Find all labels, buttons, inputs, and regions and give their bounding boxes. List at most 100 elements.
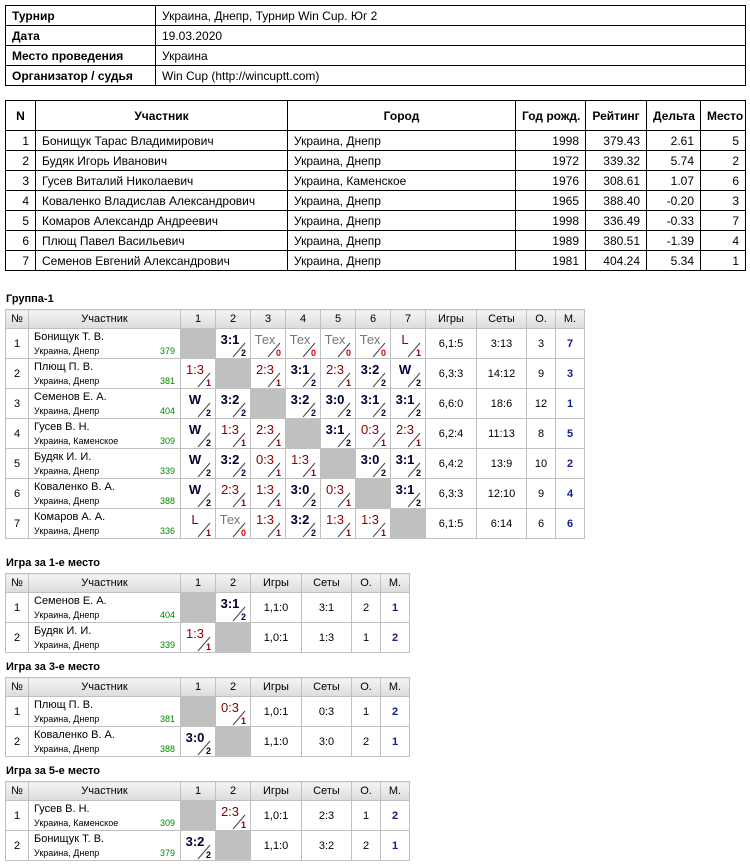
match-cell: 3:0 2 bbox=[320, 388, 356, 419]
match-cell: 3:1 2 bbox=[285, 358, 321, 389]
slash bbox=[232, 342, 246, 358]
match-points: 2 bbox=[240, 348, 246, 358]
player-cell: Гусев В. Н. Украина, Каменское 309 bbox=[28, 800, 181, 831]
slash-line bbox=[232, 522, 246, 538]
match-points: 2 bbox=[205, 408, 211, 418]
info-label: Дата bbox=[5, 25, 156, 46]
match-points: 1 bbox=[275, 498, 281, 508]
match: 3:1 2 bbox=[391, 449, 425, 478]
column-header: М. bbox=[380, 781, 410, 801]
match-cell: Тех 0 bbox=[320, 328, 356, 359]
match-points: 0 bbox=[240, 528, 246, 538]
match-cell: 0:3 1 bbox=[250, 448, 286, 479]
column-header: Город bbox=[287, 100, 516, 131]
participant-cell: Бонищук Тарас Владимирович bbox=[35, 130, 288, 151]
info-row: Организатор / судья Win Cup (http://wincu… bbox=[5, 65, 746, 86]
match-points: 1 bbox=[275, 378, 281, 388]
column-header: № bbox=[5, 573, 29, 593]
match-cell: 3:1 2 bbox=[215, 592, 251, 623]
match-cell: 0:3 1 bbox=[320, 478, 356, 509]
participant-cell: 380.51 bbox=[585, 230, 647, 251]
slash bbox=[232, 432, 246, 448]
match: 3:2 2 bbox=[181, 831, 215, 860]
points: 2 bbox=[351, 830, 381, 861]
match-cell: 0:3 1 bbox=[355, 418, 391, 449]
games: 6,4:2 bbox=[425, 448, 477, 479]
player: Гусев В. Н. Украина, Каменское 309 bbox=[29, 801, 180, 830]
player-city: Украина, Каменское bbox=[34, 818, 119, 828]
match: 3:2 2 bbox=[216, 449, 250, 478]
match: 3:1 2 bbox=[216, 593, 250, 622]
games: 6,3:3 bbox=[425, 478, 477, 509]
participant-cell: 388.40 bbox=[585, 190, 647, 211]
row-number: 4 bbox=[5, 418, 29, 449]
participant-cell: Украина, Каменское bbox=[287, 170, 516, 191]
column-header: Рейтинг bbox=[585, 100, 647, 131]
slash-line bbox=[407, 372, 421, 388]
slash bbox=[232, 606, 246, 622]
match-points: 1 bbox=[240, 438, 246, 448]
match-points: 1 bbox=[240, 716, 246, 726]
column-header: № bbox=[5, 677, 29, 697]
table: № Участник 1 2 Игры Сеты О. М. 1 Гусев В. Н. Украи… bbox=[5, 781, 410, 861]
points: 1 bbox=[351, 800, 381, 831]
match-score: 3:0 bbox=[360, 452, 380, 467]
match-score: 3:2 bbox=[220, 452, 240, 467]
participant-cell: 7 bbox=[5, 250, 36, 271]
slash bbox=[197, 462, 211, 478]
sets: 3:13 bbox=[476, 328, 527, 359]
column-header: 2 bbox=[215, 677, 251, 697]
match-points: 1 bbox=[310, 468, 316, 478]
match: Тех 0 bbox=[286, 329, 320, 358]
games: 6,6:0 bbox=[425, 388, 477, 419]
participant-row: 6 Плющ Павел Васильевич Украина, Днепр 1989… bbox=[5, 230, 746, 251]
slash-line bbox=[407, 492, 421, 508]
slash bbox=[337, 432, 351, 448]
games: 6,2:4 bbox=[425, 418, 477, 449]
slash bbox=[232, 462, 246, 478]
slash bbox=[267, 372, 281, 388]
info-value: Украина bbox=[155, 45, 746, 66]
player: Комаров А. А. Украина, Днепр 336 bbox=[29, 509, 180, 538]
participant-cell: Украина, Днепр bbox=[287, 150, 516, 171]
match-cell: 3:2 2 bbox=[215, 448, 251, 479]
row-number: 5 bbox=[5, 448, 29, 479]
match: 3:1 2 bbox=[391, 479, 425, 508]
slash bbox=[232, 402, 246, 418]
points: 10 bbox=[526, 448, 556, 479]
match-cell: 2:3 1 bbox=[390, 418, 426, 449]
slash-line bbox=[372, 402, 386, 418]
match: 3:0 2 bbox=[356, 449, 390, 478]
slash bbox=[197, 402, 211, 418]
self-cell bbox=[285, 418, 321, 449]
match-points: 2 bbox=[205, 850, 211, 860]
match-points: 2 bbox=[380, 408, 386, 418]
player: Коваленко В. А. Украина, Днепр 388 bbox=[29, 727, 180, 756]
slash-line bbox=[302, 342, 316, 358]
column-header: Место bbox=[700, 100, 746, 131]
self-cell bbox=[250, 388, 286, 419]
match-points: 1 bbox=[380, 438, 386, 448]
match-score: 3:0 bbox=[325, 392, 345, 407]
participant-row: 1 Бонищук Тарас Владимирович Украина, Днеп… bbox=[5, 130, 746, 151]
player-cell: Гусев В. Н. Украина, Каменское 309 bbox=[28, 418, 181, 449]
participant-cell: 5.74 bbox=[646, 150, 701, 171]
group-row: 3 Семенов Е. А. Украина, Днепр 404 W 2 3:2 2 3:2… bbox=[5, 388, 585, 419]
games: 1,0:1 bbox=[250, 696, 302, 727]
row-number: 6 bbox=[5, 478, 29, 509]
slash bbox=[197, 636, 211, 652]
match-score: 3:1 bbox=[395, 482, 415, 497]
player-rating: 379 bbox=[159, 848, 175, 858]
player-rating: 381 bbox=[159, 714, 175, 724]
match-cell: Тех 0 bbox=[250, 328, 286, 359]
player-name: Коваленко В. А. bbox=[34, 481, 115, 493]
info-value: Украина, Днепр, Турнир Win Cup. Юг 2 bbox=[155, 5, 746, 26]
slash-line bbox=[197, 402, 211, 418]
player: Бонищук Т. В. Украина, Днепр 379 bbox=[29, 329, 180, 358]
participant-cell: -0.33 bbox=[646, 210, 701, 231]
match: 1:3 1 bbox=[181, 623, 215, 652]
match-cell: 1:3 1 bbox=[285, 448, 321, 479]
